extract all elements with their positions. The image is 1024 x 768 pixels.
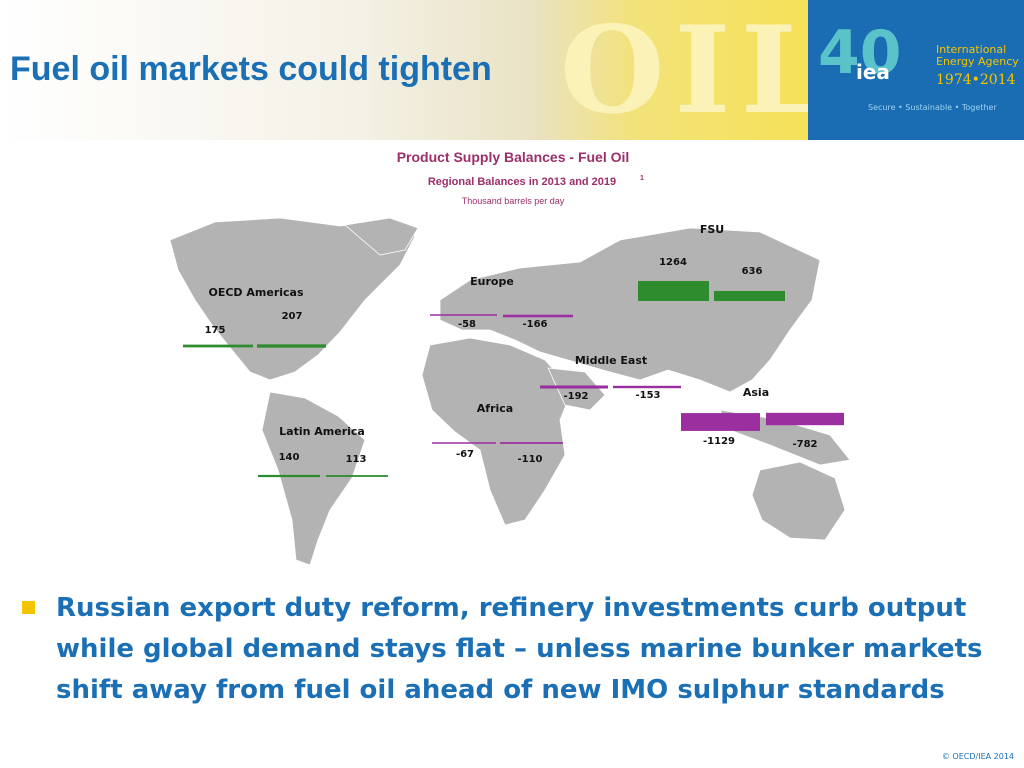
balance-bar xyxy=(613,385,681,389)
value-label: -192 xyxy=(563,391,588,402)
value-label: 175 xyxy=(205,325,226,336)
map-chart: Product Supply Balances - Fuel Oil Regio… xyxy=(169,149,851,566)
value-label: -1129 xyxy=(703,436,735,447)
value-label: -110 xyxy=(517,454,542,465)
region-label: Europe xyxy=(470,275,514,288)
balance-bar xyxy=(432,442,496,444)
value-label: -153 xyxy=(635,390,660,401)
region-label: Latin America xyxy=(279,425,365,438)
logo-tagline: Secure • Sustainable • Together xyxy=(868,103,997,112)
logo-number: 40 xyxy=(818,18,902,88)
value-label: -782 xyxy=(792,439,817,450)
world-map xyxy=(169,217,851,566)
slide-title: Fuel oil markets could tighten xyxy=(10,50,492,88)
value-label: -58 xyxy=(458,319,476,330)
value-label: -67 xyxy=(456,449,474,460)
bullet-marker xyxy=(22,601,35,614)
balance-bar xyxy=(714,290,785,302)
balance-bar xyxy=(430,314,497,316)
chart-layer: Product Supply Balances - Fuel Oil Regio… xyxy=(183,149,844,478)
balance-bar xyxy=(183,344,253,348)
balance-bar xyxy=(681,413,760,431)
balance-bar xyxy=(540,385,608,389)
balance-bar xyxy=(503,314,573,318)
value-label: -166 xyxy=(522,319,547,330)
banner-text: OIL xyxy=(560,0,836,141)
balance-bar xyxy=(766,412,844,426)
value-label: 636 xyxy=(742,266,763,277)
balance-bar xyxy=(500,442,563,444)
value-label: 113 xyxy=(346,454,367,465)
footer: © OECD/IEA 2014 xyxy=(941,752,1014,761)
balance-bar xyxy=(258,474,320,478)
chart-unit: Thousand barrels per day xyxy=(462,196,565,206)
bullet-text: Russian export duty reform, refinery inv… xyxy=(56,593,983,705)
region-label: FSU xyxy=(700,223,724,236)
value-label: 1264 xyxy=(659,257,687,268)
balance-bar xyxy=(326,475,388,477)
balance-bar xyxy=(638,281,709,301)
subtitle-note: 1 xyxy=(640,175,644,182)
balance-bar xyxy=(257,344,326,348)
logo-acronym: iea xyxy=(856,60,890,84)
chart-title: Product Supply Balances - Fuel Oil xyxy=(397,149,630,165)
value-label: 207 xyxy=(282,311,303,322)
iea-logo: 40 iea International Energy Agency 1974•… xyxy=(808,0,1024,140)
logo-years: 1974•2014 xyxy=(936,72,1016,88)
region-label: OECD Americas xyxy=(208,286,303,299)
region-label: Asia xyxy=(743,386,769,399)
region-label: Middle East xyxy=(575,354,647,367)
chart-subtitle: Regional Balances in 2013 and 2019 xyxy=(428,176,616,188)
region-label: Africa xyxy=(477,402,513,415)
value-label: 140 xyxy=(279,452,300,463)
logo-name: International Energy Agency xyxy=(936,43,1019,68)
